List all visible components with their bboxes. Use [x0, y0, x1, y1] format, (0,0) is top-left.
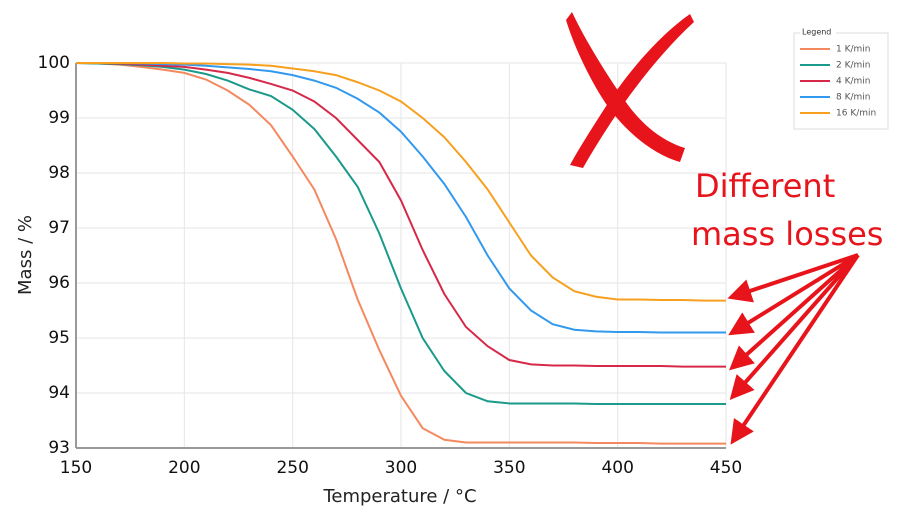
- arrows: [727, 253, 860, 445]
- y-tick-label: 97: [48, 218, 70, 238]
- annotation: mass losses: [691, 215, 883, 253]
- red-cross: [566, 12, 694, 168]
- series-line: [76, 62, 726, 334]
- x-tick-label: 300: [385, 458, 417, 478]
- series-line: [75, 62, 726, 405]
- series-line: [75, 62, 726, 445]
- legend: Legend 1 K/min 2 K/min 4 K/min 8 K/min 16 K/…: [793, 26, 889, 130]
- y-tick-label: 100: [38, 53, 70, 73]
- x-tick-label: 200: [168, 458, 200, 478]
- legend-label: 8 K/min: [836, 93, 871, 103]
- legend-title: Legend: [802, 28, 831, 37]
- y-tick-label: 98: [48, 163, 70, 183]
- y-tick-label: 99: [48, 108, 70, 128]
- legend-label: 1 K/min: [836, 45, 871, 55]
- legend-label: 4 K/min: [836, 77, 871, 87]
- y-tick-label: 95: [48, 328, 70, 348]
- series-line: [76, 62, 726, 368]
- legend-label: 16 K/min: [836, 109, 876, 119]
- x-tick-label: 350: [493, 458, 525, 478]
- annotation: Different: [695, 167, 835, 205]
- x-tick-label: 250: [276, 458, 308, 478]
- legend-label: 2 K/min: [836, 61, 871, 71]
- plot: 93 94 95 96 97 98 99 100 150 200 250 300 350 400 450: [38, 53, 743, 478]
- y-tick-label: 96: [48, 273, 70, 293]
- legend-title-bg: [800, 26, 836, 38]
- x-tick-label: 400: [601, 458, 633, 478]
- x-tick-label: 150: [60, 458, 92, 478]
- x-axis-label: Temperature / °C: [322, 486, 476, 507]
- series-line: [76, 62, 726, 302]
- x-tick-label: 450: [710, 458, 742, 478]
- y-axis-label: Mass / %: [15, 215, 36, 295]
- y-tick-label: 94: [48, 383, 70, 403]
- y-tick-label: 93: [48, 438, 70, 458]
